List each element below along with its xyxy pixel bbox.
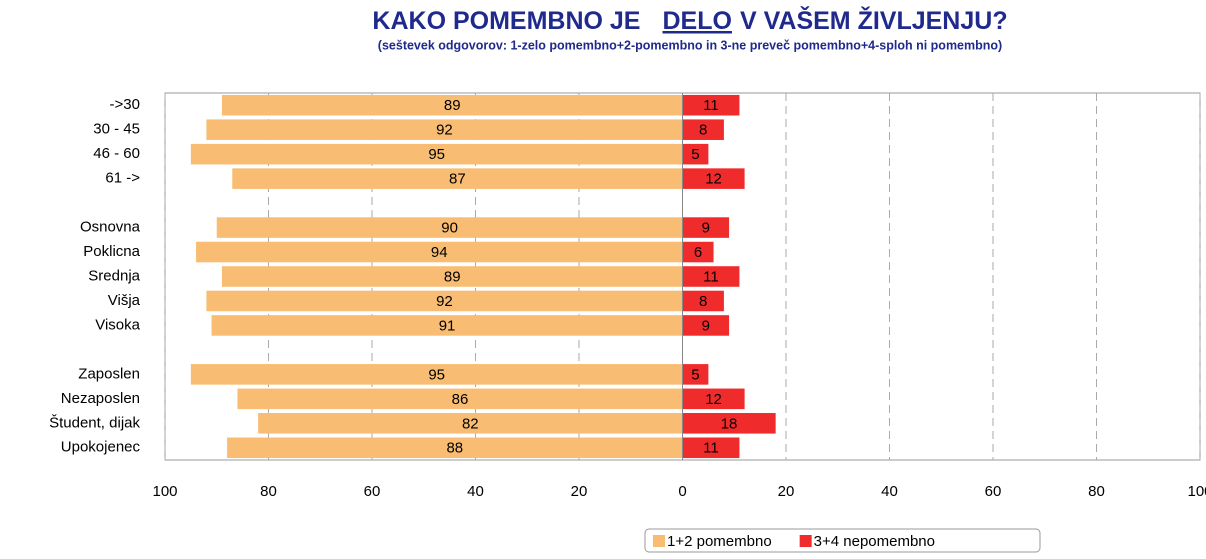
y-tick-label: Visoka	[95, 316, 140, 333]
legend-label: 1+2 pomembno	[667, 533, 772, 550]
chart-title: KAKO POMEMBNO JE DELO V VAŠEM ŽIVLJENJU?	[372, 5, 1007, 35]
data-label: 9	[702, 220, 710, 237]
bar	[221, 266, 683, 287]
bar	[682, 413, 776, 434]
y-tick-label: 30 - 45	[93, 121, 140, 138]
chart-subtitle: (seštevek odgovorov: 1-zelo pomembno+2-p…	[378, 38, 1002, 52]
data-label: 12	[705, 391, 722, 408]
bar	[206, 290, 683, 312]
bar	[682, 217, 730, 238]
data-label: 87	[449, 171, 466, 188]
data-label: 89	[444, 97, 461, 114]
bar	[232, 168, 683, 189]
x-tick-label: 80	[1088, 483, 1105, 500]
bar	[216, 217, 683, 238]
y-tick-label: Višja	[108, 292, 141, 309]
data-label: 8	[699, 122, 707, 139]
bar	[682, 388, 745, 410]
data-label: 5	[691, 146, 699, 163]
data-label: 11	[703, 97, 719, 114]
y-tick-label: Poklicna	[83, 243, 140, 260]
title-part: KAKO POMEMBNO JE	[372, 7, 640, 35]
bar	[682, 94, 740, 116]
y-tick-label: Srednja	[88, 267, 140, 284]
legend-box	[644, 528, 1041, 553]
data-label: 91	[439, 317, 456, 334]
data-label: 86	[452, 391, 469, 408]
bar	[682, 315, 730, 336]
x-tick-label: 20	[778, 483, 795, 500]
bar	[682, 266, 740, 287]
data-label: 8	[699, 293, 707, 310]
data-label: 6	[694, 244, 702, 261]
y-tick-label: Študent, dijak	[49, 414, 140, 431]
bar	[682, 241, 714, 263]
data-label: 94	[431, 244, 448, 261]
legend: 1+2 pomembno 3+4 nepomembno	[644, 528, 1041, 553]
x-tick-label: 100	[1187, 483, 1206, 500]
bar	[190, 364, 683, 385]
legend-swatch	[653, 535, 665, 547]
title-part: V VAŠEM ŽIVLJENJU?	[740, 5, 1008, 35]
y-tick-label: ->30	[110, 96, 140, 113]
data-label: 88	[446, 440, 463, 457]
x-tick-label: 40	[467, 483, 484, 500]
x-tick-label: 20	[571, 483, 588, 500]
y-tick-label: Nezaposlen	[61, 390, 140, 407]
data-label: 90	[441, 220, 458, 237]
x-tick-label: 40	[881, 483, 898, 500]
data-label: 5	[691, 366, 699, 383]
legend-swatch	[799, 535, 812, 547]
data-label: 89	[444, 268, 461, 285]
bar	[227, 437, 683, 459]
bar	[682, 119, 724, 140]
bar	[682, 437, 740, 459]
data-label: 92	[436, 122, 453, 139]
legend-label: 3+4 nepomembno	[814, 533, 935, 550]
data-label: 92	[436, 293, 453, 310]
data-label: 11	[703, 268, 719, 285]
bar	[196, 241, 683, 263]
y-tick-label: 46 - 60	[93, 145, 140, 162]
data-label: 11	[703, 440, 719, 457]
data-label: 9	[702, 317, 710, 334]
bar	[682, 143, 709, 165]
data-label: 18	[721, 415, 738, 432]
y-tick-label: Upokojenec	[61, 439, 141, 456]
y-tick-label: Zaposlen	[78, 365, 140, 382]
bar	[237, 388, 683, 410]
data-label: 95	[428, 366, 445, 383]
bar	[258, 413, 683, 434]
title-part: DELO	[663, 7, 732, 35]
x-tick-label: 60	[985, 483, 1002, 500]
bar	[211, 315, 683, 336]
bar	[682, 364, 709, 385]
y-tick-label: Osnovna	[80, 219, 141, 236]
bar	[682, 290, 724, 312]
x-tick-label: 0	[678, 483, 686, 500]
x-tick-label: 60	[364, 483, 381, 500]
bar	[190, 143, 683, 165]
data-label: 82	[462, 415, 479, 432]
y-tick-label: 61 ->	[105, 170, 140, 187]
bar	[206, 119, 683, 140]
data-label: 95	[428, 146, 445, 163]
x-tick-label: 80	[260, 483, 277, 500]
data-label: 12	[705, 171, 722, 188]
bar	[221, 94, 683, 116]
bar	[682, 168, 745, 189]
x-tick-label: 100	[152, 483, 177, 500]
